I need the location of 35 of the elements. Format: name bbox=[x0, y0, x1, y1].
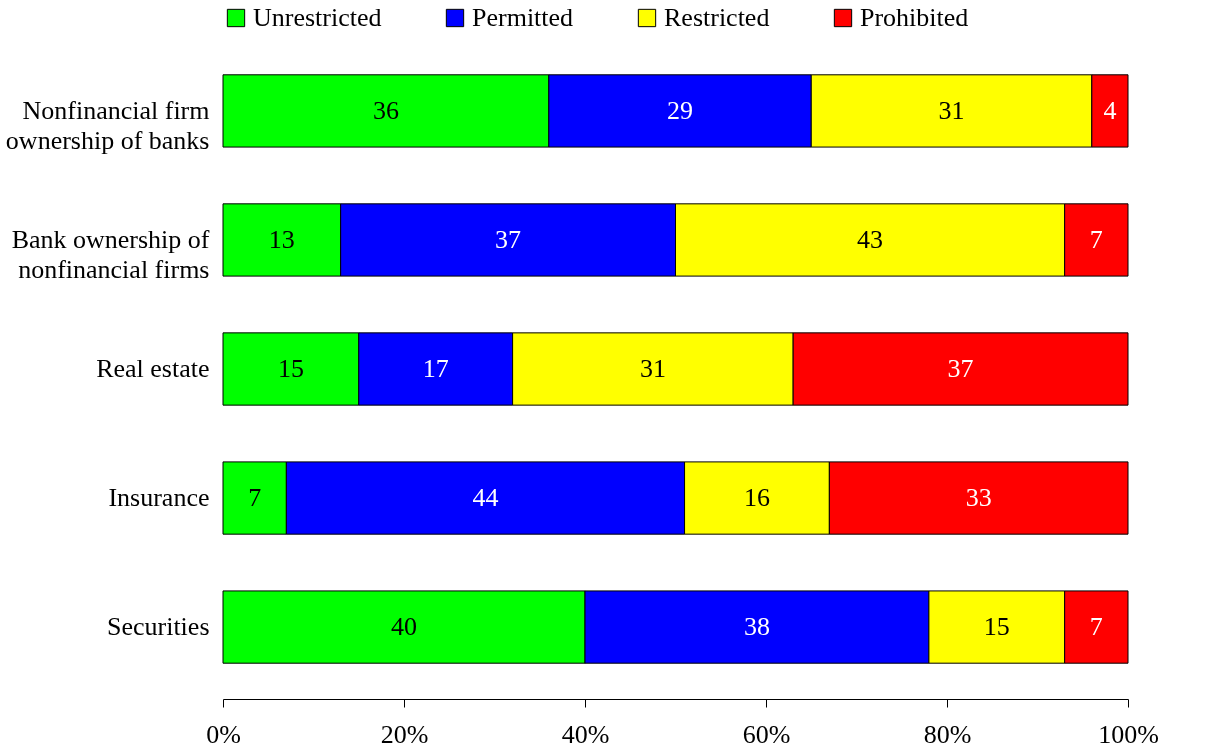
data-label: 7 bbox=[248, 483, 262, 513]
data-label: 37 bbox=[495, 224, 522, 254]
data-label: 33 bbox=[965, 483, 992, 513]
y-tick-label: Insurance bbox=[108, 483, 210, 513]
legend-label: Permitted bbox=[472, 3, 574, 32]
x-tick-label: 80% bbox=[923, 719, 972, 749]
x-tick-label: 60% bbox=[742, 719, 791, 749]
x-tick-label: 100% bbox=[1098, 719, 1159, 749]
y-tick-label: Bank ownership of nonfinancial firms bbox=[11, 224, 210, 284]
data-label: 16 bbox=[743, 483, 770, 513]
x-tick-label: 0% bbox=[206, 719, 241, 749]
y-tick-label: Securities bbox=[106, 612, 210, 642]
data-label: 31 bbox=[639, 354, 666, 383]
data-label: 15 bbox=[277, 354, 304, 383]
data-label: 38 bbox=[743, 612, 770, 642]
data-label: 13 bbox=[268, 224, 295, 254]
data-label: 15 bbox=[983, 612, 1010, 642]
y-tick-label: Real estate bbox=[96, 354, 210, 383]
data-label: 4 bbox=[1103, 95, 1117, 125]
data-label: 7 bbox=[1089, 612, 1103, 642]
data-label: 7 bbox=[1089, 224, 1103, 254]
legend-label: Prohibited bbox=[860, 3, 969, 32]
x-tick-label: 20% bbox=[380, 719, 429, 749]
data-label: 44 bbox=[472, 483, 499, 513]
data-label: 37 bbox=[947, 354, 974, 383]
legend-label: Restricted bbox=[664, 3, 770, 32]
data-label: 36 bbox=[372, 95, 399, 125]
data-label: 40 bbox=[391, 612, 417, 642]
legend-label: Unrestricted bbox=[253, 3, 382, 32]
data-label: 17 bbox=[422, 354, 449, 383]
x-tick-label: 40% bbox=[561, 719, 610, 749]
data-label: 31 bbox=[938, 95, 965, 125]
y-tick-label: Nonfinancial firm ownership of banks bbox=[5, 95, 210, 155]
data-label: 29 bbox=[667, 95, 694, 125]
data-label: 43 bbox=[857, 224, 884, 254]
